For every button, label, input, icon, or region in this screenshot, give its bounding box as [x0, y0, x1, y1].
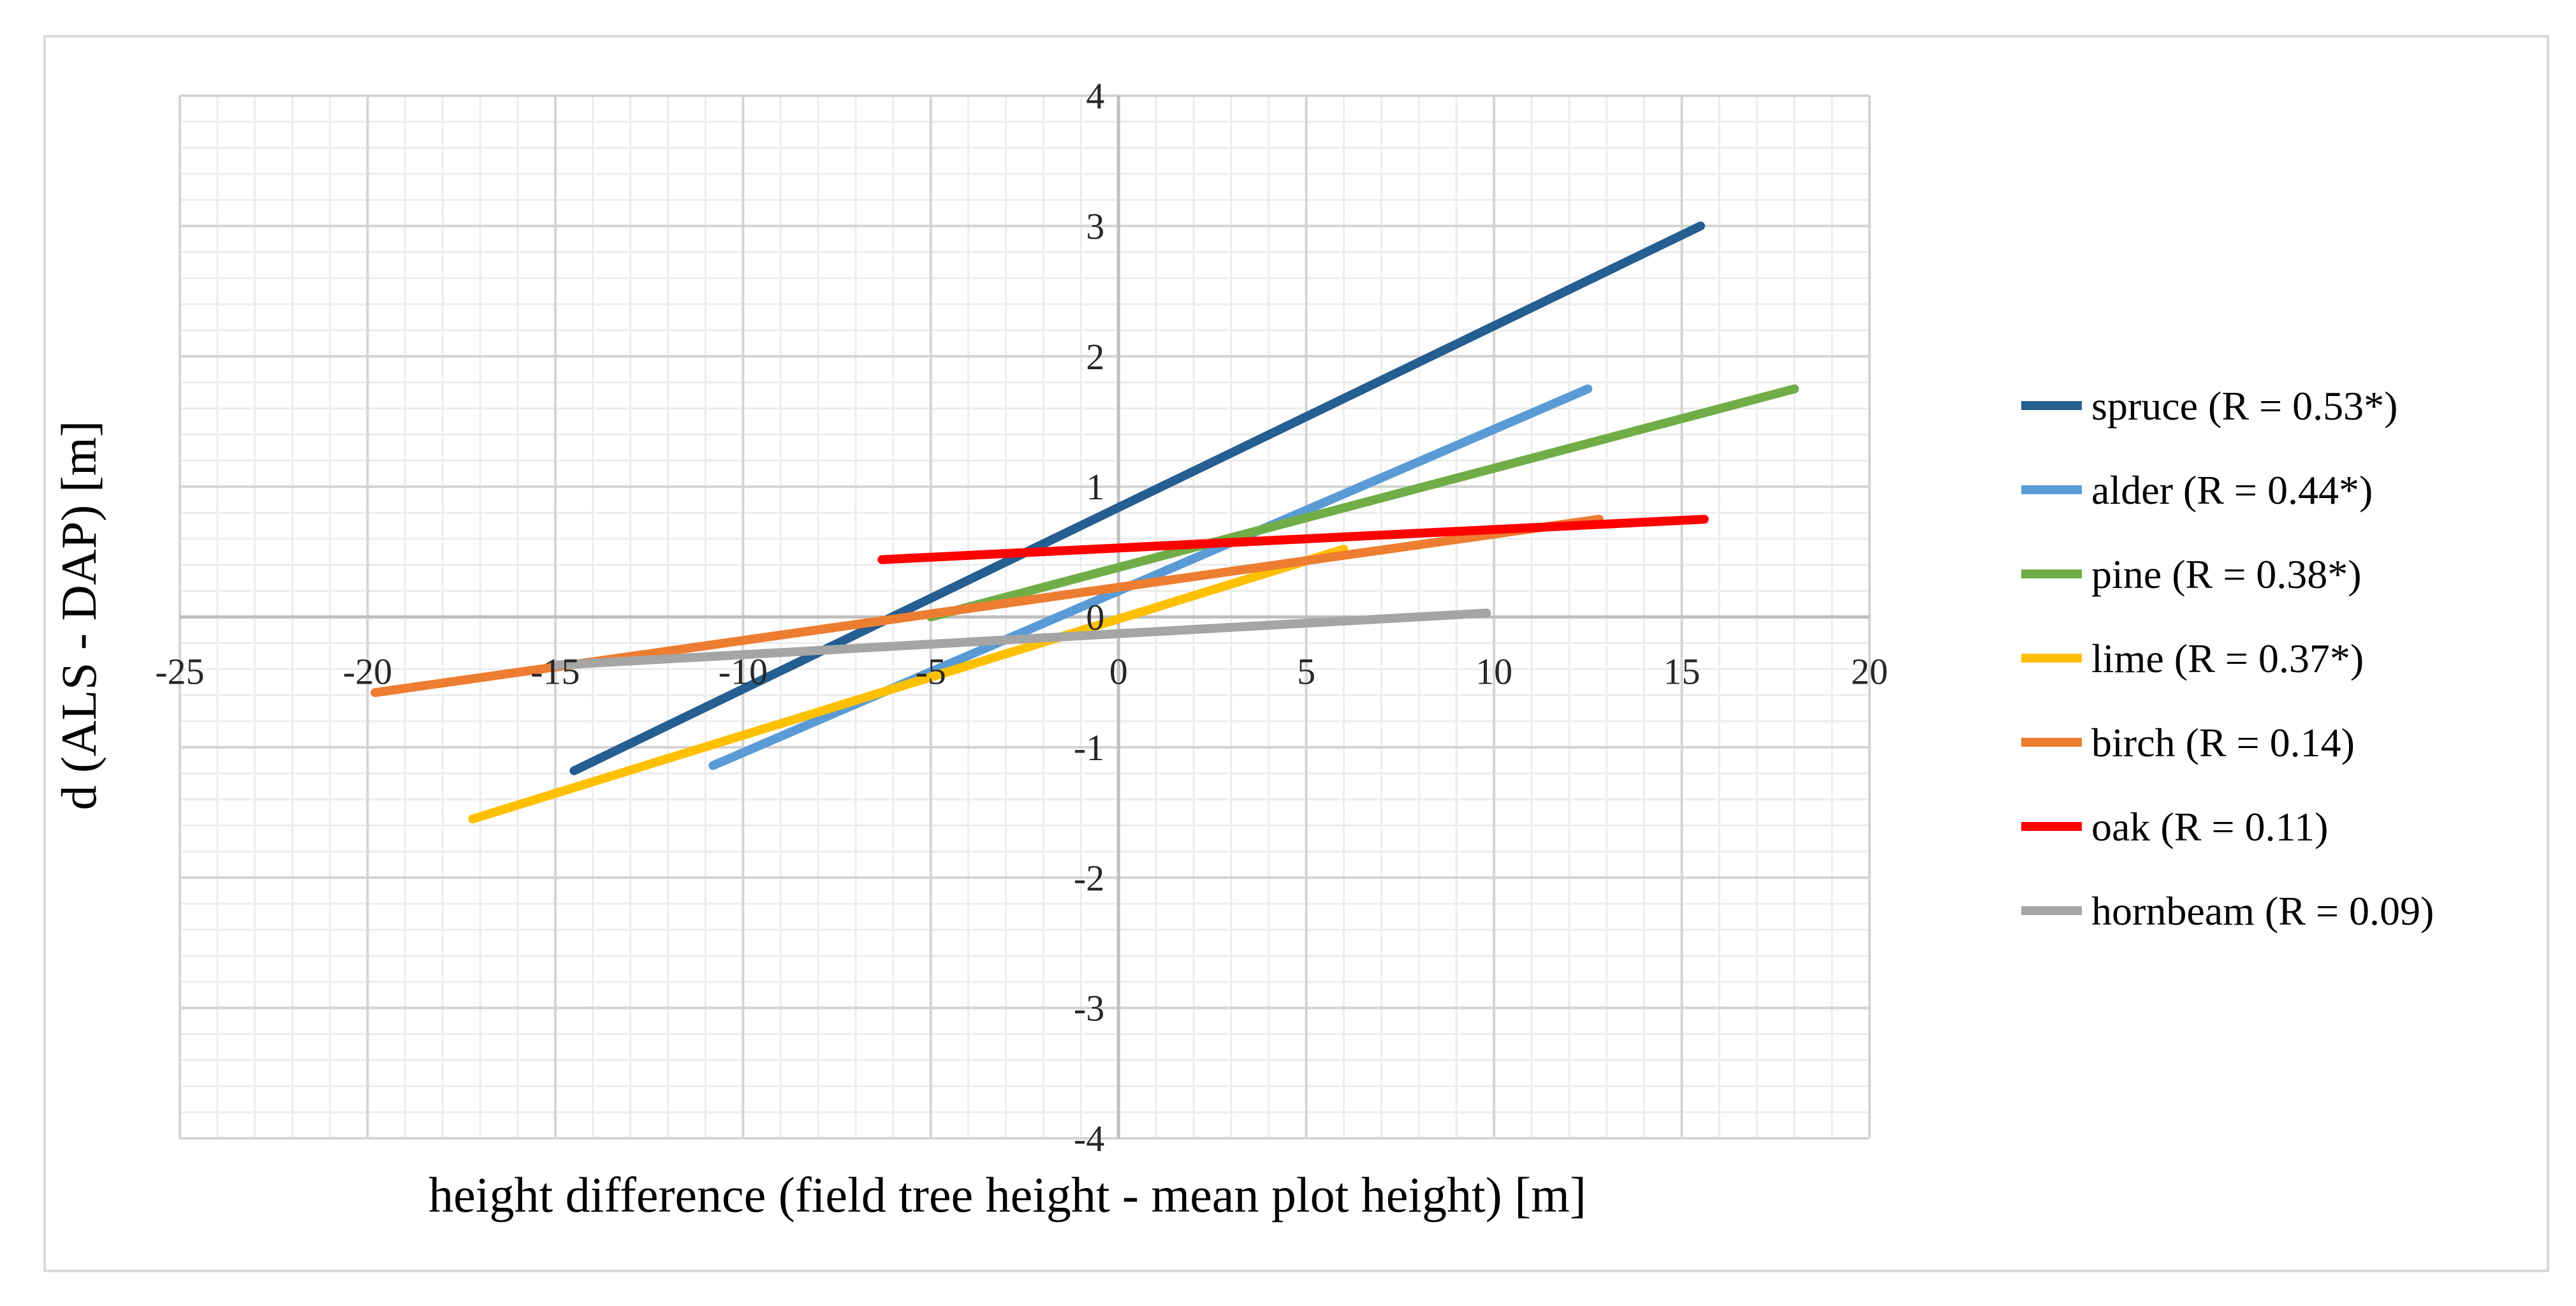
y-tick-label: 1 — [1086, 466, 1104, 508]
x-tick-label: 5 — [1297, 651, 1315, 693]
x-tick-label: -10 — [719, 651, 768, 693]
x-tick-label: -25 — [155, 651, 204, 693]
y-tick-labels: -4 -3 -2 -1 0 1 2 3 4 — [1074, 75, 1104, 1159]
y-axis-title: d (ALS - DAP) [m] — [51, 421, 106, 811]
legend-label: spruce (R = 0.53*) — [2091, 383, 2397, 429]
y-tick-label: -3 — [1074, 988, 1104, 1029]
y-tick-label: -1 — [1074, 727, 1104, 768]
series-line — [550, 608, 1491, 670]
legend: spruce (R = 0.53*) alder (R = 0.44*) pine … — [2021, 383, 2434, 934]
x-tick-label: -5 — [916, 651, 946, 693]
y-tick-label: 4 — [1086, 75, 1104, 117]
y-tick-label: -4 — [1074, 1118, 1104, 1159]
y-tick-label: 2 — [1086, 336, 1104, 378]
legend-label: oak (R = 0.11) — [2091, 804, 2328, 849]
y-tick-label: 3 — [1086, 205, 1104, 247]
series-line — [569, 221, 1705, 775]
x-tick-labels: -25 -20 -15 -10 -5 0 5 10 15 20 — [155, 651, 1888, 693]
chart-frame — [43, 35, 2549, 1272]
x-axis-title: height difference (field tree height - m… — [428, 1167, 1586, 1222]
x-tick-label: 15 — [1664, 651, 1701, 693]
legend-label: lime (R = 0.37*) — [2091, 636, 2364, 681]
series-line — [468, 545, 1349, 824]
x-tick-label: 0 — [1109, 651, 1128, 693]
y-tick-label: -2 — [1074, 857, 1104, 899]
x-tick-label: 20 — [1851, 651, 1888, 693]
legend-label: birch (R = 0.14) — [2091, 720, 2355, 765]
legend-label: alder (R = 0.44*) — [2091, 467, 2373, 513]
series-line — [877, 515, 1709, 564]
series-lines — [370, 221, 1799, 824]
legend-label: pine (R = 0.38*) — [2091, 552, 2362, 597]
x-tick-label: 10 — [1475, 651, 1512, 693]
series-line — [926, 384, 1799, 622]
x-tick-label: -20 — [343, 651, 392, 693]
y-tick-label: 0 — [1086, 597, 1104, 638]
legend-label: hornbeam (R = 0.09) — [2091, 888, 2434, 934]
x-tick-label: -15 — [531, 651, 580, 693]
